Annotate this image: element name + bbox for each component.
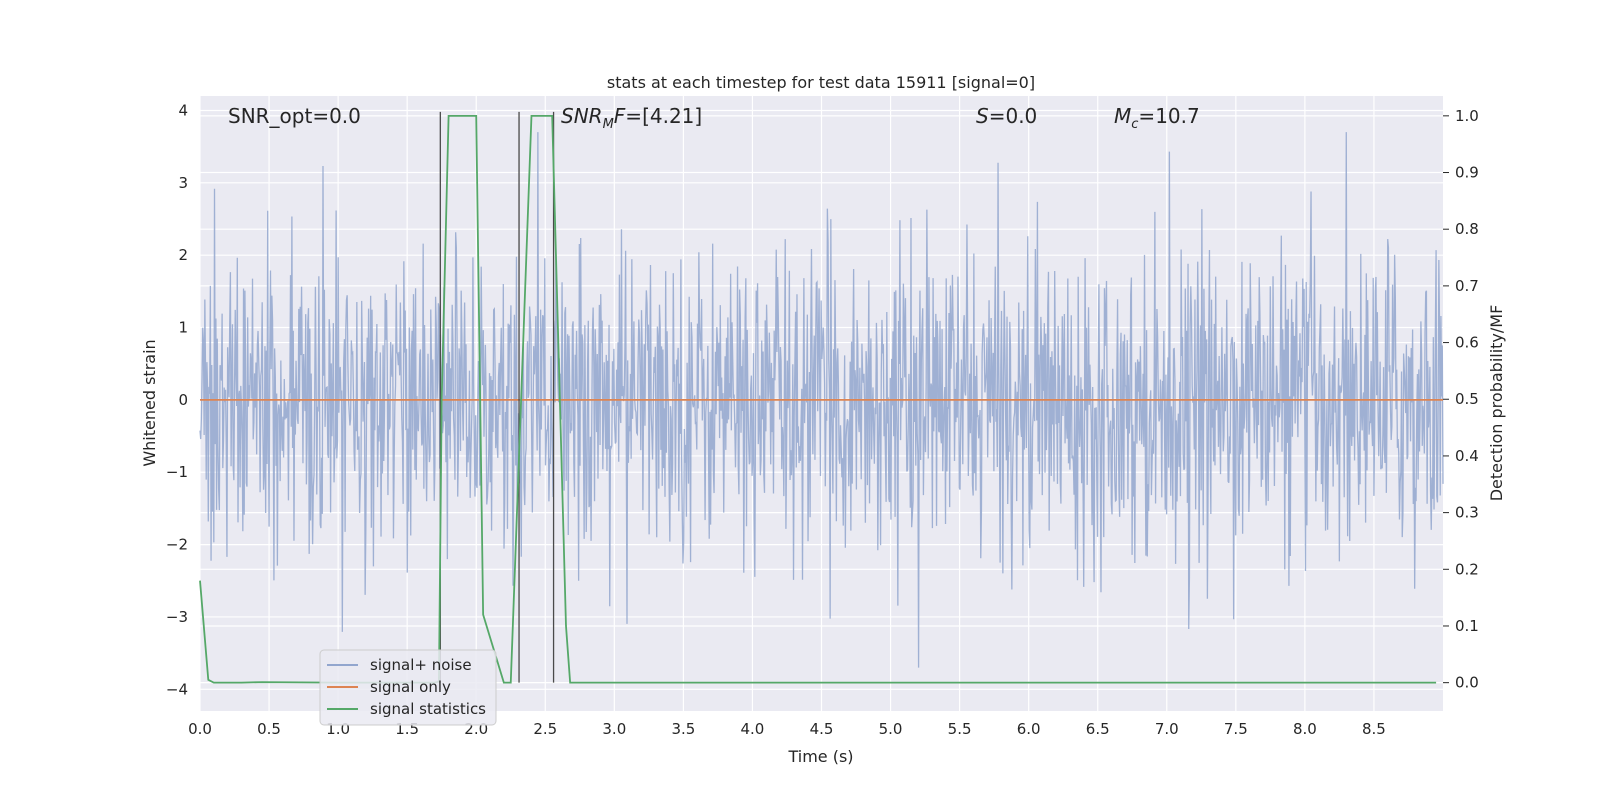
x-tick-label: 0.5	[257, 720, 281, 738]
y2-tick-label: 0.7	[1455, 277, 1479, 295]
snr-mf-tail: F	[614, 104, 626, 128]
y2-tick-label: 0.1	[1455, 617, 1479, 635]
y2-tick-label: 0.8	[1455, 220, 1479, 238]
y2-tick-label: 0.4	[1455, 447, 1479, 465]
legend-label-signal-noise: signal+ noise	[370, 656, 472, 674]
legend-label-signal-only: signal only	[370, 678, 451, 696]
y2-tick-label: 0.5	[1455, 390, 1479, 408]
y2-tick-label: 0.9	[1455, 164, 1479, 182]
x-tick-label: 7.5	[1224, 720, 1248, 738]
legend-box	[319, 649, 497, 726]
mc-symbol: M	[1114, 104, 1131, 128]
x-tick-label: 3.5	[671, 720, 695, 738]
x-tick-label: 2.5	[533, 720, 557, 738]
y-tick-label: 1	[178, 319, 188, 337]
y2-tick-label: 0.0	[1455, 674, 1479, 692]
x-tick-label: 7.0	[1155, 720, 1179, 738]
x-tick-label: 3.0	[602, 720, 626, 738]
y2-tick-label: 0.2	[1455, 560, 1479, 578]
snr-mf-symbol: SNR	[561, 104, 603, 128]
y2-tick-label: 1.0	[1455, 107, 1479, 125]
x-tick-label: 5.0	[879, 720, 903, 738]
y-tick-label: 4	[178, 101, 188, 119]
series-layer	[199, 111, 1444, 684]
y-tick-label: −3	[166, 608, 188, 626]
y2-axis-label: Detection probability/MF	[1487, 305, 1506, 502]
s-equals: =	[989, 104, 1006, 128]
mc-equals: =	[1138, 104, 1155, 128]
snr-mf-equals: =	[625, 104, 642, 128]
s-value: 0.0	[1005, 104, 1037, 128]
x-tick-label: 6.5	[1086, 720, 1110, 738]
x-axis-label: Time (s)	[787, 747, 853, 766]
snr-mf-subscript: M	[603, 117, 614, 132]
chart-title: stats at each timestep for test data 159…	[607, 73, 1035, 92]
snr-opt-annotation: SNR_opt=0.0	[228, 104, 361, 128]
snr-mf-value: [4.21]	[642, 104, 702, 128]
ticks-layer: 0.0 0.5 1.0 1.5 2.0 2.5 3.0 3.5 4.0 4.5 5.0 5.5 6.0 6…	[166, 101, 1479, 738]
s-annotation: S=0.0	[976, 104, 1037, 128]
y2-tick-label: 0.6	[1455, 334, 1479, 352]
mc-subscript: c	[1131, 117, 1138, 132]
snr-mf-annotation: SNRMF=[4.21]	[561, 104, 702, 132]
s-symbol: S	[976, 104, 989, 128]
y-tick-label: −4	[166, 680, 188, 698]
mc-annotation: Mc=10.7	[1114, 104, 1200, 132]
y-axis-label: Whitened strain	[140, 339, 159, 466]
y-tick-label: −2	[166, 536, 188, 554]
mc-value: 10.7	[1155, 104, 1200, 128]
x-tick-label: 5.5	[948, 720, 972, 738]
legend-label-signal-statistics: signal statistics	[370, 700, 486, 718]
signal-noise-line	[199, 132, 1444, 668]
x-tick-label: 8.5	[1362, 720, 1386, 738]
x-tick-label: 8.0	[1293, 720, 1317, 738]
y-tick-label: 0	[178, 391, 188, 409]
x-tick-label: 4.0	[741, 720, 765, 738]
y-tick-label: 3	[178, 174, 188, 192]
y2-tick-label: 0.3	[1455, 504, 1479, 522]
x-tick-label: 6.0	[1017, 720, 1041, 738]
y-tick-label: 2	[178, 246, 188, 264]
x-tick-label: 4.5	[810, 720, 834, 738]
y-tick-label: −1	[166, 463, 188, 481]
legend: signal+ noise signal only signal statist…	[319, 649, 497, 726]
signal-statistics-line	[199, 114, 1437, 684]
x-tick-label: 0.0	[188, 720, 212, 738]
